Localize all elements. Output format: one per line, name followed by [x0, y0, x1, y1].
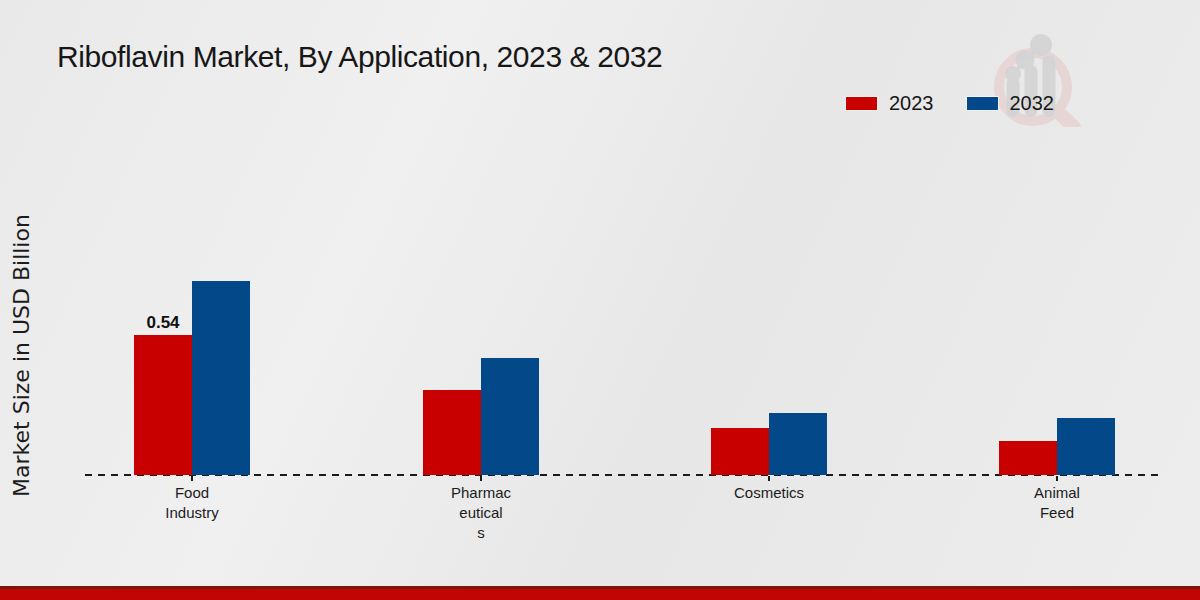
- legend-swatch-2023: [845, 96, 878, 111]
- legend-item-2032: 2032: [966, 92, 1055, 115]
- bar-2032-pharmaceuticals: [481, 358, 539, 475]
- bar-2023-cosmetics: [711, 428, 769, 475]
- axis-tick-animal-feed: [1056, 476, 1058, 481]
- bar-value-label: 0.54: [123, 313, 203, 333]
- legend-swatch-2032: [966, 96, 999, 111]
- legend: 2023 2032: [845, 92, 1054, 115]
- axis-tick-food-industry: [191, 476, 193, 481]
- category-label-animal-feed: Animal Feed: [977, 483, 1137, 523]
- bar-2032-animal-feed: [1057, 418, 1115, 475]
- legend-label-2032: 2032: [1010, 92, 1055, 115]
- footer-accent-bar: [0, 586, 1200, 600]
- bar-2023-pharmaceuticals: [423, 390, 481, 475]
- axis-tick-pharmaceuticals: [480, 476, 482, 481]
- chart-canvas: Riboflavin Market, By Application, 2023 …: [0, 0, 1200, 600]
- category-label-cosmetics: Cosmetics: [689, 483, 849, 503]
- bar-2023-animal-feed: [999, 441, 1057, 475]
- bar-2032-cosmetics: [769, 413, 827, 475]
- plot-area: Food Industry Pharmac eutical s Cosmetics A…: [0, 0, 1200, 600]
- legend-item-2023: 2023: [845, 92, 934, 115]
- category-label-pharmaceuticals: Pharmac eutical s: [401, 483, 561, 543]
- category-label-food-industry: Food Industry: [112, 483, 272, 523]
- bar-2032-food-industry: [192, 281, 250, 475]
- bar-2023-food-industry: [134, 335, 192, 475]
- axis-tick-cosmetics: [768, 476, 770, 481]
- legend-label-2023: 2023: [889, 92, 934, 115]
